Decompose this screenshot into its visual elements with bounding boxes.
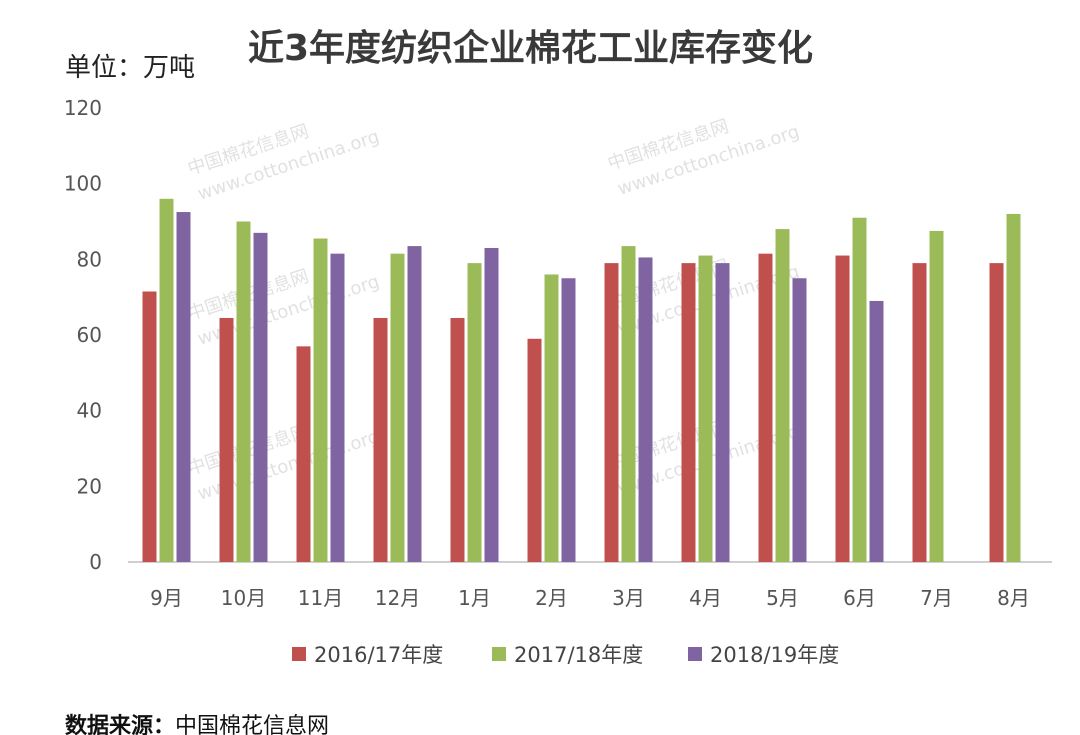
x-tick-label: 4月 [689,586,722,610]
bar [142,291,157,562]
bar [313,238,328,562]
y-tick-label: 20 [77,474,102,498]
bar [390,253,405,563]
x-tick-label: 6月 [843,586,876,610]
unit-label: 单位：万吨 [65,53,195,83]
x-tick-label: 3月 [612,586,645,610]
bar [621,246,636,562]
bar [852,217,867,562]
bar [236,221,251,562]
data-source: 数据来源：中国棉花信息网 [65,713,329,735]
bar [330,253,345,563]
legend-label: 2018/19年度 [710,643,839,667]
legend-label: 2017/18年度 [514,643,643,667]
bar [450,317,465,562]
bar [929,230,944,563]
y-tick-label: 100 [64,172,102,196]
x-tick-label: 8月 [997,586,1030,610]
x-tick-label: 9月 [150,586,183,610]
y-tick-label: 0 [89,550,102,574]
bar [698,255,713,563]
bar [527,338,542,562]
bar [604,263,619,562]
legend-label: 2016/17年度 [314,643,443,667]
y-tick-label: 120 [64,96,102,120]
bar [775,229,790,563]
x-tick-label: 10月 [221,586,266,610]
bar [253,232,268,562]
bar [484,247,499,562]
x-tick-label: 1月 [458,586,491,610]
x-tick-label: 12月 [375,586,420,610]
plot-area: 0 20 40 60 80 100 120 9月 10月 11月 12月 1月 2月 3月 4月 5月 6月 7月… [64,96,1052,667]
legend-item: 2016/17年度 [292,643,443,667]
bar [681,263,696,562]
x-tick-label: 11月 [298,586,343,610]
bar [715,263,730,562]
bar [638,257,653,562]
x-tick-label: 7月 [920,586,953,610]
x-tick-label: 5月 [766,586,799,610]
legend-swatch [492,647,506,661]
bar [296,346,311,562]
bar [373,317,388,562]
bar [912,263,927,562]
bar [219,317,234,562]
bar [407,246,422,562]
legend-swatch [688,647,702,661]
bar [544,274,559,562]
legend-swatch [292,647,306,661]
y-tick-label: 80 [77,247,102,271]
bar [792,278,807,562]
bar [159,198,174,563]
y-tick-label: 40 [77,399,102,423]
bar [989,263,1004,562]
data-source-label: 数据来源： [65,713,175,735]
bar [561,278,576,562]
legend-item: 2017/18年度 [492,643,643,667]
legend-item: 2018/19年度 [688,643,839,667]
bar [835,255,850,563]
bar [176,212,191,562]
chart-title: 近3年度纺织企业棉花工业库存变化 [248,27,813,69]
bar [467,263,482,562]
bar [758,253,773,563]
data-source-value: 中国棉花信息网 [175,714,329,735]
x-tick-label: 2月 [535,586,568,610]
bar [869,300,884,562]
bar [1006,213,1021,562]
y-tick-label: 60 [77,323,102,347]
